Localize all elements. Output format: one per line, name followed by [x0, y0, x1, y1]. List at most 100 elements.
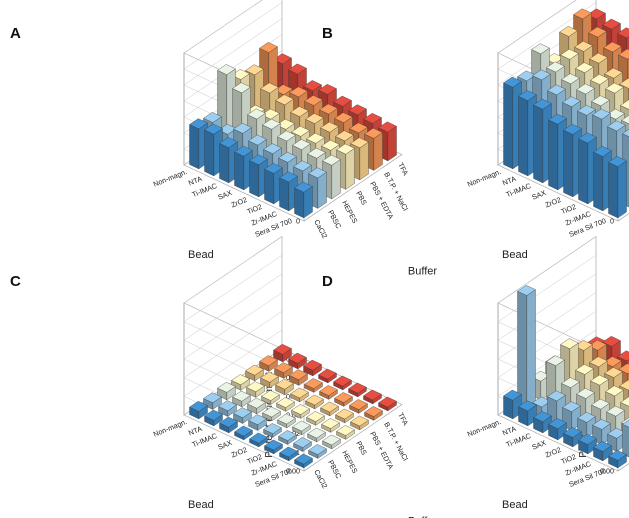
grid-line: [497, 236, 619, 360]
panel-A: A0500100015002000250030003500Protein IDs…: [10, 0, 437, 277]
panel-letter: B: [322, 25, 333, 42]
bar-TiO2-CaCl2: [264, 439, 283, 455]
bead-tick-label: NTA: [501, 424, 517, 438]
bead-tick-label: NTA: [187, 174, 203, 188]
bar-SAX-TFA: [318, 368, 337, 384]
bar-NTA-TFA: [288, 352, 307, 370]
bead-tick-label: Non-magn.: [152, 167, 188, 189]
z-tick-label: 0: [296, 217, 300, 226]
bar-Ti-IMAC-B.T.P. + NaCl: [289, 369, 308, 386]
buffer-tick-label: HEPES: [340, 199, 359, 225]
bar-Sera Sil 700-CaCl2: [608, 156, 627, 219]
bar-SAX-CaCl2: [234, 425, 253, 441]
buffer-tick-label: CaCl2: [312, 468, 329, 490]
bar-Sera Sil 700-B.T.P. + NaCl: [364, 406, 383, 421]
buffer-tick-label: TFA: [396, 411, 410, 427]
bead-tick-label: Non-magn.: [466, 167, 502, 189]
bar-TiO2-PBSC: [278, 430, 297, 445]
bar-Sera Sil 700-CaCl2: [608, 449, 627, 469]
buffer-tick-label: PBSC: [326, 459, 343, 481]
buffer-tick-label: PBS: [354, 440, 369, 457]
bar-ZrO2-B.T.P. + NaCl: [319, 385, 338, 400]
bar-Ti-IMAC-TFA: [303, 359, 322, 377]
bar-Zr-IMAC-CaCl2: [279, 446, 298, 462]
bar-TiO2-HEPES: [292, 420, 311, 436]
bar-TiO2-PBS + EDTA: [320, 401, 339, 417]
panel-D: D0.000.010.020.030.040.050.06Platelet en…: [322, 235, 629, 511]
bar-NTA-HEPES: [232, 390, 251, 408]
bar-Zr-IMAC-TFA: [363, 389, 382, 405]
panel-letter: A: [10, 25, 21, 42]
bar-Ti-IMAC-PBS + EDTA: [275, 378, 294, 396]
bar-Zr-IMAC-CaCl2: [593, 441, 612, 462]
bar-Ti-IMAC-PBSC: [233, 407, 252, 424]
bar-NTA-B.T.P. + NaCl: [274, 362, 293, 379]
bar-NTA-PBS + EDTA: [260, 371, 279, 389]
z-tick-label: 0.03: [286, 411, 300, 420]
bar-Sera Sil 700-PBS + EDTA: [350, 415, 369, 431]
bead-tick-label: NTA: [187, 424, 203, 438]
bar-NTA-PBS: [246, 381, 265, 398]
buffer-tick-label: TFA: [396, 161, 410, 177]
bar-TiO2-B.T.P. + NaCl: [334, 392, 353, 407]
bar-ZrO2-CaCl2: [249, 432, 268, 448]
bar-Non-magn.-CaCl2: [189, 400, 208, 420]
bar-ZrO2-PBS + EDTA: [305, 394, 324, 410]
bar-Sera Sil 700-PBS: [336, 425, 355, 440]
panel-C: C0.000.010.020.030.040.050.06Platelet en…: [10, 235, 437, 518]
bar-Non-magn.-PBSC: [517, 285, 536, 410]
bar-Sera Sil 700-PBSC: [308, 444, 327, 459]
bead-tick-label: Non-magn.: [152, 417, 188, 439]
bar-Non-magn.-B.T.P. + NaCl: [259, 355, 278, 372]
bar-Ti-IMAC-CaCl2: [533, 411, 552, 434]
buffer-tick-label: CaCl2: [312, 218, 329, 240]
bar-TiO2-CaCl2: [578, 434, 597, 455]
bar-SAX-PBS + EDTA: [290, 387, 309, 403]
x-axis-label: Bead: [502, 499, 528, 511]
bar-Zr-IMAC-B.T.P. + NaCl: [349, 399, 368, 414]
bar-Sera Sil 700-TFA: [378, 396, 397, 412]
x-axis-label: Bead: [188, 249, 214, 261]
bar-Non-magn.-HEPES: [217, 381, 236, 401]
bar-SAX-PBS: [276, 397, 295, 412]
y-axis-label: Buffer: [408, 265, 437, 277]
bar-Zr-IMAC-PBS + EDTA: [335, 408, 354, 424]
bar-ZrO2-PBSC: [263, 423, 282, 438]
z-tick-label: 0.00: [286, 467, 300, 476]
bar-SAX-PBSC: [248, 414, 267, 431]
bar-Zr-IMAC-PBS: [321, 418, 340, 433]
bar-SAX-B.T.P. + NaCl: [304, 378, 323, 393]
bead-tick-label: Non-magn.: [466, 417, 502, 439]
bar-ZrO2-CaCl2: [563, 427, 582, 448]
bar-Ti-IMAC-PBS: [261, 390, 280, 405]
bar-Zr-IMAC-PBSC: [293, 437, 312, 452]
bar-SAX-HEPES: [262, 406, 281, 422]
bar-Zr-IMAC-HEPES: [307, 427, 326, 443]
grid-line: [183, 236, 305, 360]
panel-letter: C: [10, 273, 21, 290]
bar-Non-magn.-PBS + EDTA: [245, 364, 264, 382]
buffer-tick-label: PBSC: [326, 209, 343, 231]
bar-NTA-CaCl2: [204, 409, 223, 427]
buffer-tick-label: HEPES: [340, 449, 359, 475]
bar-SAX-CaCl2: [548, 418, 567, 441]
bar-NTA-PBSC: [218, 400, 237, 417]
z-tick-label: 0.00: [600, 467, 614, 476]
bar-Sera Sil 700-CaCl2: [294, 453, 313, 469]
bar-Ti-IMAC-CaCl2: [219, 416, 238, 434]
bar-ZrO2-PBS: [291, 404, 310, 419]
bar-TiO2-TFA: [348, 382, 367, 398]
bar-Sera Sil 700-CaCl2: [294, 181, 313, 219]
bar-Non-magn.-PBSC: [203, 392, 222, 410]
bar-ZrO2-TFA: [333, 375, 352, 391]
bead-tick-label: NTA: [501, 174, 517, 188]
z-tick-label: 0: [610, 217, 614, 226]
bar-Non-magn.-PBS: [231, 374, 250, 391]
buffer-tick-label: PBS: [354, 190, 369, 207]
bar-Non-magn.-TFA: [273, 343, 292, 363]
bar-ZrO2-HEPES: [277, 413, 296, 429]
bar-Ti-IMAC-HEPES: [247, 397, 266, 415]
bar-Sera Sil 700-HEPES: [322, 434, 341, 450]
bar-Sera Sil 700-PBSC: [622, 419, 629, 458]
